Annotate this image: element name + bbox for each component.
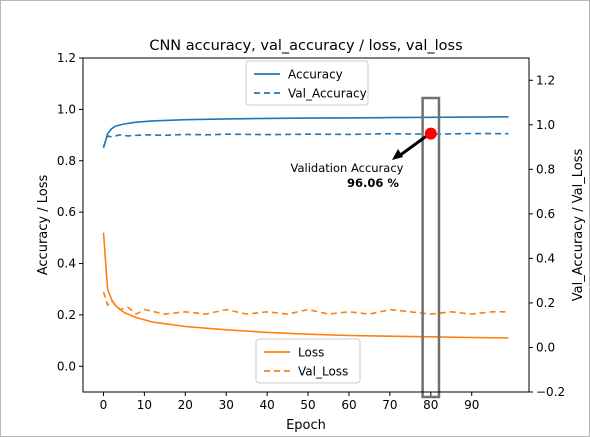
y-left-tick-label: 0.2	[57, 308, 76, 322]
legend-label-accuracy: Accuracy	[288, 68, 343, 82]
y-right-tick-label: 0.0	[536, 340, 555, 354]
y-left-tick-label: 1.2	[57, 51, 76, 65]
y-right-tick-label: 0.2	[536, 296, 555, 310]
y-left-tick-label: 0.8	[57, 154, 76, 168]
validation-accuracy-marker	[424, 127, 437, 140]
y-axis-left-label: Accuracy / Loss	[36, 175, 51, 276]
y-left-tick-label: 0.0	[57, 359, 76, 373]
x-tick-label: 0	[100, 398, 108, 412]
y-right-tick-label: 1.0	[536, 118, 555, 132]
x-tick-label: 80	[423, 398, 438, 412]
y-right-tick-label: 1.2	[536, 73, 555, 87]
annotation-label: Validation Accuracy	[291, 161, 404, 175]
x-tick-label: 70	[382, 398, 397, 412]
annotation-arrowhead	[392, 149, 403, 160]
x-tick-label: 50	[300, 398, 315, 412]
annotation-arrow-shaft	[398, 135, 427, 158]
series-line-val-loss	[102, 291, 509, 315]
y-right-tick-label: 0.4	[536, 251, 555, 265]
legend-label-val-loss: Val_Loss	[298, 365, 348, 379]
legend-box	[245, 60, 369, 106]
annotation-value: 96.06 %	[347, 176, 399, 190]
x-tick-label: 10	[137, 398, 152, 412]
axis-ticks: 0 10 20 30 40 50 60 70 80 90 0.0 0.2 0.4 0.6 0.8 1.0 1.2…	[57, 51, 565, 412]
y-right-tick-label: 0.8	[536, 162, 555, 176]
y-right-tick-label: −0.2	[536, 385, 565, 399]
chart-title: CNN accuracy, val_accuracy / loss, val_l…	[149, 38, 462, 54]
legend-label-val-accuracy: Val_Accuracy	[288, 87, 367, 101]
series-lines	[102, 116, 509, 339]
x-tick-label: 40	[259, 398, 274, 412]
x-axis-label: Epoch	[286, 418, 326, 433]
x-tick-label: 90	[464, 398, 479, 412]
y-right-tick-label: 0.6	[536, 207, 555, 221]
x-tick-label: 60	[341, 398, 356, 412]
x-tick-label: 20	[178, 398, 193, 412]
plot-area	[82, 57, 530, 393]
y-left-tick-label: 0.6	[57, 205, 76, 219]
legend-box	[255, 338, 361, 384]
y-left-tick-label: 0.4	[57, 257, 76, 271]
series-line-loss	[102, 232, 509, 339]
highlight-box	[421, 96, 441, 399]
legend-label-loss: Loss	[298, 346, 324, 360]
x-tick-label: 30	[219, 398, 234, 412]
series-line-val-accuracy	[102, 132, 509, 148]
y-axis-right-label: Val_Accuracy / Val_Loss	[571, 149, 586, 302]
series-line-accuracy	[102, 116, 509, 149]
legends: Accuracy Val_Accuracy Loss Val_Loss	[245, 60, 369, 384]
y-left-tick-label: 1.0	[57, 102, 76, 116]
